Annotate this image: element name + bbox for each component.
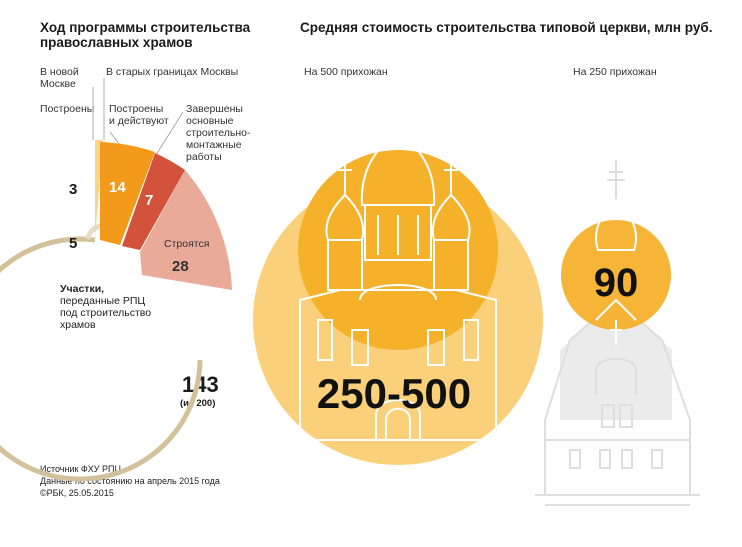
value-500: 250-500 xyxy=(317,370,471,417)
plots-label-line1: Участки, xyxy=(60,283,105,295)
leader-line-finished xyxy=(155,111,184,156)
total-sub: (из 200) xyxy=(180,398,216,409)
label-built-active: Построены и действуют xyxy=(109,103,169,127)
footer-date: Данные по состоянию на апрель 2015 года xyxy=(40,476,220,486)
plots-label-line2: переданные РПЦ xyxy=(60,295,146,307)
sector-built-active xyxy=(100,142,155,245)
leader-line-built-active xyxy=(109,131,121,146)
church-250-body xyxy=(560,300,672,420)
label-built-active-line2: и действуют xyxy=(109,115,169,127)
label-500: На 500 прихожан xyxy=(304,66,388,78)
legend-new-moscow: В новой Москве xyxy=(40,66,79,90)
value-finished: 7 xyxy=(145,192,153,209)
label-finished-line4: монтажные xyxy=(186,139,242,151)
left-title: Ход программы строительства православных… xyxy=(40,20,270,50)
left-title-line2: православных храмов xyxy=(40,35,193,50)
sector-finished xyxy=(122,153,185,250)
sector-building xyxy=(140,170,232,290)
legend-new-moscow-line2: Москве xyxy=(40,78,76,90)
progress-chart: 3 14 7 Строятся 28 5 xyxy=(0,78,232,482)
plots-label-line4: храмов xyxy=(60,319,96,331)
label-250: На 250 прихожан xyxy=(573,66,657,78)
value-built-new: 3 xyxy=(69,181,77,198)
label-finished: Завершены основные строительно- монтажны… xyxy=(186,103,251,163)
church-500: 250-500 xyxy=(253,82,543,501)
church-250: 90 xyxy=(535,160,700,506)
footer-copyright: ©РБК, 25.05.2015 xyxy=(40,488,114,498)
footer-source: Источник ФХУ РПЦ xyxy=(40,464,122,474)
label-finished-line1: Завершены xyxy=(186,103,243,115)
circle-250 xyxy=(561,220,671,330)
value-built-active: 14 xyxy=(109,179,126,196)
label-finished-line2: основные xyxy=(186,115,234,127)
left-title-line1: Ход программы строительства xyxy=(40,20,251,35)
value-plots-new: 5 xyxy=(69,235,77,252)
value-250: 90 xyxy=(594,261,639,305)
label-finished-line5: работы xyxy=(186,151,222,163)
plots-ring xyxy=(0,236,203,482)
label-built: Построены xyxy=(40,103,95,115)
plots-label-line3: под строительство xyxy=(60,307,152,319)
church-500-outline xyxy=(255,82,540,501)
legend-new-moscow-line1: В новой xyxy=(40,66,79,78)
plots-label: Участки, переданные РПЦ под строительств… xyxy=(60,283,151,331)
label-building: Строятся xyxy=(164,238,209,250)
church-250-dome xyxy=(595,198,637,345)
footer: Источник ФХУ РПЦ Данные по состоянию на … xyxy=(40,463,220,499)
label-built-active-line1: Построены xyxy=(109,103,164,115)
label-finished-line3: строительно- xyxy=(186,127,251,139)
legend-old-moscow: В старых границах Москвы xyxy=(106,66,239,78)
right-title: Средняя стоимость строительства типовой … xyxy=(300,20,713,35)
value-building: 28 xyxy=(172,258,189,275)
